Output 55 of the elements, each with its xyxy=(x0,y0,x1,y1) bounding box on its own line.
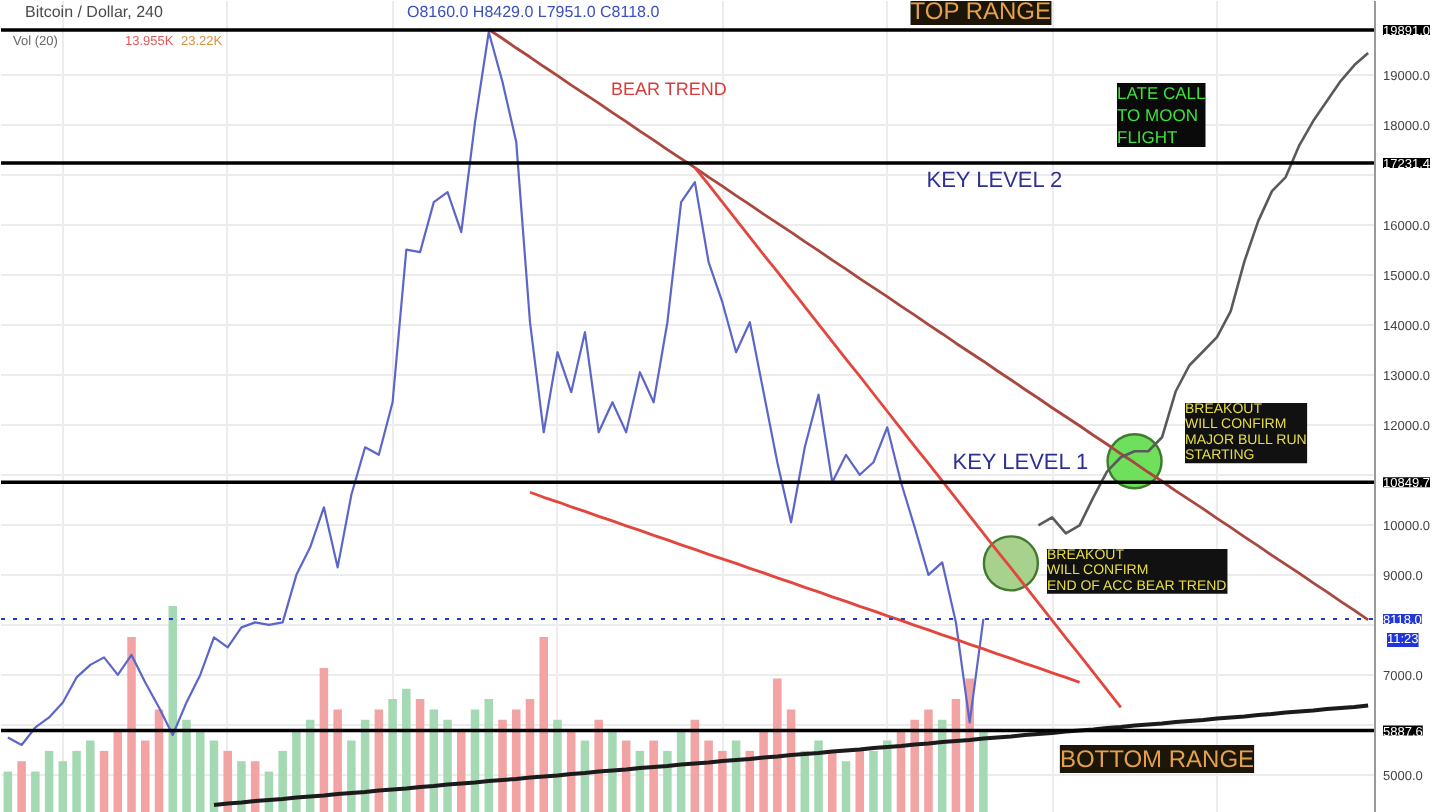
bar xyxy=(457,730,466,812)
bar xyxy=(511,709,521,812)
bar xyxy=(553,719,562,812)
bar xyxy=(141,740,150,812)
bar xyxy=(608,730,617,812)
bar xyxy=(86,740,95,812)
annotation: KEY LEVEL 1 xyxy=(952,451,1089,475)
bar xyxy=(31,771,40,812)
bar xyxy=(924,709,933,812)
bar xyxy=(869,750,878,812)
chart-title: Bitcoin / Dollar, 240 xyxy=(25,3,164,21)
bar xyxy=(910,719,919,812)
bar xyxy=(347,740,356,812)
bar xyxy=(237,761,246,812)
annotation: KEY LEVEL 2 xyxy=(926,169,1063,193)
annotation: TOP RANGE xyxy=(910,0,1052,25)
bar xyxy=(649,740,658,812)
bar xyxy=(759,730,768,812)
bar xyxy=(292,730,301,812)
bar xyxy=(388,699,397,812)
bar xyxy=(333,709,342,812)
bar xyxy=(594,719,603,812)
bar xyxy=(828,750,837,812)
bar xyxy=(841,761,851,812)
bar xyxy=(127,637,136,812)
bar xyxy=(168,605,178,812)
bar xyxy=(704,740,713,812)
bar xyxy=(498,719,507,812)
bar xyxy=(443,719,452,812)
annotation: O8160.0 H8429.0 L7951.0 C8118.0 xyxy=(407,3,661,21)
bar xyxy=(855,750,865,812)
bar xyxy=(113,730,123,812)
bar xyxy=(663,750,672,812)
annotation: BOTTOM RANGE xyxy=(1059,745,1255,773)
bar xyxy=(773,678,782,812)
annotation: BEAR TREND xyxy=(611,79,728,99)
bar xyxy=(979,730,988,812)
annotation: LATE CALL TO MOON FLIGHT xyxy=(1117,83,1207,147)
bar xyxy=(99,750,109,812)
bar xyxy=(17,761,26,812)
bar xyxy=(402,688,411,812)
bar xyxy=(154,709,164,812)
line-series xyxy=(487,28,1370,622)
bar xyxy=(3,771,13,812)
bar xyxy=(58,761,68,812)
bar xyxy=(718,750,727,812)
bar xyxy=(223,750,232,812)
bar xyxy=(278,750,287,812)
bar xyxy=(72,750,81,812)
bar xyxy=(539,637,548,812)
bar xyxy=(209,740,219,812)
bar xyxy=(44,750,54,812)
bar xyxy=(195,730,205,812)
bar xyxy=(182,719,191,812)
bar xyxy=(814,740,823,812)
